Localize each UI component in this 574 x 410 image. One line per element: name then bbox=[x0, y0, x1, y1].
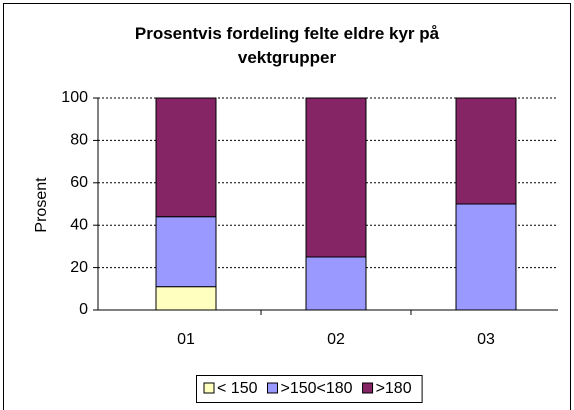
bar-segment bbox=[155, 216, 217, 288]
y-tick-label: 0 bbox=[79, 301, 88, 318]
legend-label: >180 bbox=[376, 380, 412, 397]
legend-label: < 150 bbox=[217, 380, 258, 397]
y-tick-label: 100 bbox=[61, 89, 88, 106]
y-axis-label: Prosent bbox=[33, 177, 50, 233]
bar-segment bbox=[455, 97, 517, 205]
bar-segment bbox=[155, 286, 217, 311]
legend-box bbox=[196, 375, 423, 403]
x-tick-label: 03 bbox=[477, 331, 495, 348]
legend-swatch bbox=[362, 382, 374, 394]
legend-swatch bbox=[203, 382, 215, 394]
legend-label: >150<180 bbox=[280, 380, 352, 397]
x-tick-label: 02 bbox=[327, 331, 345, 348]
chart-title: Prosentvis fordeling felte eldre kyr på … bbox=[134, 24, 440, 67]
x-tick-label: 01 bbox=[177, 331, 195, 348]
bar-segment bbox=[305, 97, 367, 258]
y-tick-label: 40 bbox=[70, 216, 88, 233]
bar-segment bbox=[155, 97, 217, 218]
y-tick-label: 20 bbox=[70, 259, 88, 276]
bar-segment bbox=[455, 203, 517, 311]
legend-swatch bbox=[266, 382, 278, 394]
y-tick-label: 80 bbox=[70, 132, 88, 149]
y-tick-label: 60 bbox=[70, 174, 88, 191]
bar-segment bbox=[305, 256, 367, 311]
